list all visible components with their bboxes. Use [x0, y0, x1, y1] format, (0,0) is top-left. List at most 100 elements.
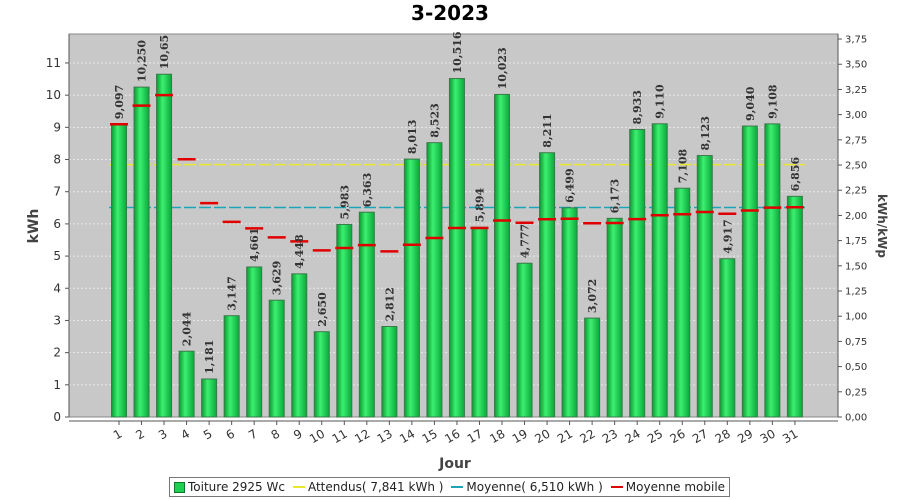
y-tick-label: 0	[53, 410, 61, 424]
x-tick-label: 27	[690, 426, 710, 446]
bar	[786, 195, 803, 418]
y-tick-label: 5	[53, 249, 61, 263]
y2-tick-label: 0,75	[845, 337, 867, 348]
y-tick-label: 9	[53, 120, 61, 134]
x-tick-label: 26	[668, 426, 688, 446]
bar-value-label: 10,023	[496, 47, 509, 89]
bar-value-label: 6,856	[789, 157, 802, 192]
x-tick-label: 13	[375, 426, 395, 446]
bar	[178, 350, 195, 418]
x-tick-label: 16	[442, 426, 462, 446]
bar	[674, 187, 691, 418]
bar	[448, 78, 465, 418]
bar-value-label: 8,523	[428, 103, 441, 137]
y2-tick-label: 0,50	[845, 362, 867, 373]
y-tick-label: 8	[53, 153, 61, 167]
x-tick-label: 19	[510, 426, 530, 446]
axes	[68, 34, 839, 422]
bar	[111, 123, 127, 418]
y2-tick-label: 3,00	[845, 110, 867, 121]
y2-tick-label: 3,25	[845, 85, 867, 96]
bar	[584, 317, 601, 418]
bar-value-label: 3,072	[586, 279, 599, 313]
x-tick-label: 5	[201, 426, 215, 442]
bar-value-label: 5,894	[473, 188, 486, 223]
bar	[291, 273, 308, 418]
bar-value-label: 9,040	[744, 86, 757, 121]
x-axis-ticks: 1 2 3 4 5 6 7 8 9 10 11 12 13 14 15 16 17 18 19 20 21 22 23 24 2…	[111, 421, 800, 446]
y-tick-label: 10	[46, 88, 61, 102]
bar	[471, 226, 488, 418]
x-tick-label: 12	[352, 426, 372, 446]
x-tick-label: 21	[555, 426, 575, 446]
bar-value-label: 4,448	[293, 234, 306, 269]
bar	[764, 123, 781, 418]
legend-label-attendus: Attendus( 7,841 kWh )	[307, 480, 444, 494]
bar	[696, 155, 713, 418]
bar-value-label: 9,097	[113, 85, 126, 119]
bar	[201, 378, 218, 418]
y2-tick-label: 2,25	[845, 186, 867, 197]
legend-swatch-moyenne-mobile	[610, 486, 623, 488]
x-axis-label: Jour	[438, 456, 471, 472]
legend-item-toiture: Toiture 2925 Wc	[174, 480, 285, 494]
bar	[223, 315, 240, 418]
bar-value-label: 5,983	[338, 185, 351, 219]
legend-item-moyenne-mobile: Moyenne mobile	[610, 480, 726, 494]
y2-tick-label: 0,25	[845, 387, 867, 398]
x-tick-label: 15	[420, 426, 440, 446]
bar	[516, 262, 533, 418]
legend-label-moyenne: Moyenne( 6,510 kWh )	[466, 480, 603, 494]
y2-tick-label: 2,50	[845, 161, 867, 172]
y-tick-label: 7	[53, 185, 61, 199]
bar	[381, 325, 398, 418]
x-tick-label: 30	[758, 426, 778, 446]
bar	[741, 125, 758, 418]
bar	[268, 299, 285, 418]
x-tick-label: 22	[577, 426, 597, 446]
y2-tick-label: 2,75	[845, 135, 867, 146]
y2-tick-label: 1,25	[845, 287, 867, 298]
y-tick-label: 6	[53, 217, 61, 231]
y-tick-label: 1	[53, 378, 61, 392]
bar-value-label: 4,917	[721, 219, 734, 253]
x-tick-label: 28	[713, 426, 733, 446]
y2-tick-label: 3,75	[845, 35, 867, 46]
bar	[494, 93, 511, 418]
bar-value-label: 10,65	[158, 35, 171, 69]
x-tick-label: 3	[156, 426, 170, 442]
bar-value-label: 6,173	[609, 179, 622, 213]
bar-value-label: 2,044	[181, 311, 194, 346]
bar	[313, 331, 330, 418]
x-tick-label: 25	[645, 426, 665, 446]
value-labels: 9,097 10,250 10,65 2,044 1,181 3,147 4,661 3,62…	[113, 31, 802, 374]
bar-value-label: 8,013	[406, 120, 419, 154]
bar	[606, 217, 623, 418]
x-tick-label: 1	[111, 426, 125, 442]
x-tick-label: 14	[397, 426, 417, 446]
bar-value-label: 1,181	[203, 340, 216, 374]
x-tick-label: 9	[291, 426, 305, 442]
legend-swatch-moyenne	[451, 486, 464, 488]
y-axis-label: kWh	[26, 209, 42, 244]
legend-label-toiture: Toiture 2925 Wc	[188, 480, 285, 494]
bar-value-label: 2,650	[316, 292, 329, 327]
y2-tick-label: 3,50	[845, 60, 867, 71]
y-axis-ticks: 0 1 2 3 4 5 6 7 8 9 10 11	[46, 56, 69, 424]
y2-tick-label: 0,00	[845, 413, 867, 424]
bar	[719, 258, 736, 418]
bar	[336, 223, 353, 418]
bar	[426, 142, 443, 418]
bar-value-label: 6,363	[361, 173, 374, 207]
legend-label-moyenne-mobile: Moyenne mobile	[625, 480, 726, 494]
bar-value-label: 4,661	[248, 228, 261, 262]
x-tick-label: 4	[178, 426, 192, 442]
x-tick-label: 7	[246, 426, 260, 442]
y-tick-label: 4	[53, 281, 61, 295]
bar	[133, 86, 150, 418]
bar-value-label: 9,108	[766, 84, 779, 119]
bar-value-label: 9,110	[654, 84, 667, 119]
bar-value-label: 3,147	[226, 276, 239, 310]
x-tick-label: 6	[224, 426, 238, 442]
